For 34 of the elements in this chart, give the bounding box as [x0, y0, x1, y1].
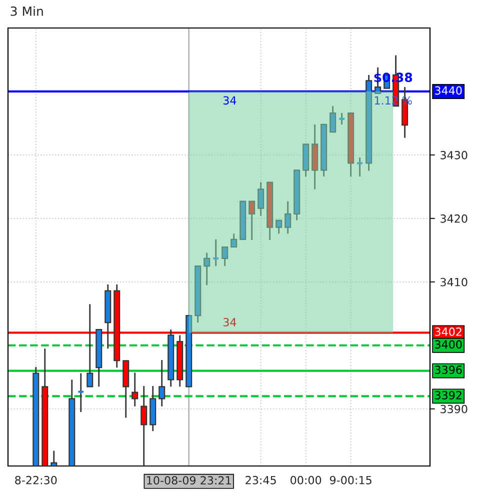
candlestick: [50, 450, 58, 466]
candlestick: [158, 359, 166, 408]
candlestick: [86, 303, 94, 388]
candlestick: [222, 246, 228, 267]
x-tick-label: 8-22:30: [15, 476, 57, 484]
annotation: 34: [223, 96, 236, 105]
candlestick: [230, 232, 238, 248]
ref-line-label: 3440: [435, 86, 462, 95]
ref-line-label: 3400: [435, 340, 462, 349]
candlestick: [248, 200, 256, 241]
candlestick: [276, 220, 282, 234]
candlestick: [330, 105, 336, 133]
candlestick: [258, 182, 264, 217]
x-tick-label: 23:45: [246, 476, 276, 484]
x-tick-label: 9-00:15: [330, 476, 372, 484]
candlestick: [212, 238, 220, 267]
candlestick: [204, 252, 210, 286]
candlestick: [356, 156, 364, 178]
ref-line-label: 10-08-09 23:21: [147, 476, 231, 485]
candlestick: [132, 372, 138, 408]
candlestick: [140, 385, 148, 466]
y-tick-label: 3390: [440, 404, 468, 414]
ref-line-label: 3392: [435, 390, 462, 400]
y-tick-label: 3430: [440, 150, 468, 160]
ref-line-label: 3402: [435, 328, 462, 336]
y-tick-label: 3410: [440, 278, 468, 286]
y-tick-label: 3420: [440, 214, 468, 223]
candlestick: [338, 112, 346, 126]
chart-title: 3 Min: [10, 6, 43, 16]
candlestick: [77, 372, 85, 413]
ref-line-label: 3396: [435, 366, 462, 374]
candlestick: [284, 200, 292, 234]
annotation: 34: [223, 318, 236, 326]
x-tick-label: 00:00: [290, 476, 322, 484]
